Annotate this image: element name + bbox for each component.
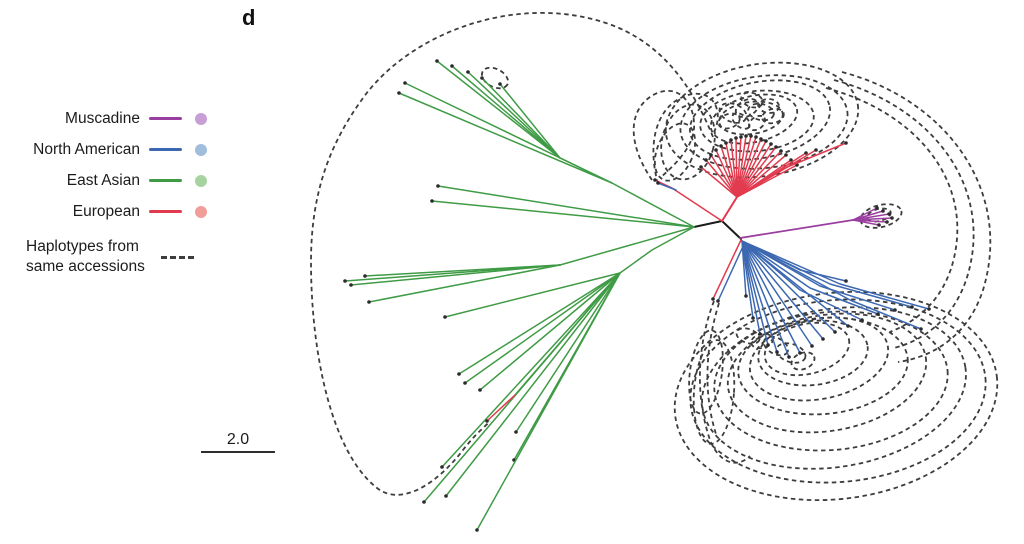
legend: Muscadine North American East Asian Euro… [14,103,207,277]
legend-item-muscadine: Muscadine [14,103,207,134]
legend-dot [195,143,207,156]
legend-item-haplotypes: Haplotypes from same accessions [14,237,207,277]
legend-item-european: European [14,196,207,227]
legend-item-east-asian: East Asian [14,165,207,196]
panel-label: d [242,5,256,30]
legend-label: North American [33,140,140,158]
legend-label: European [72,202,140,220]
legend-label-line1: Haplotypes from [26,238,139,255]
legend-dot [195,174,207,187]
legend-dot [195,112,207,125]
legend-line-swatch [149,179,182,182]
legend-label: Haplotypes from same accessions [14,237,152,277]
legend-line-swatch [149,117,182,120]
legend-label: Muscadine [65,109,140,127]
legend-dashed-line-swatch [161,255,194,259]
legend-line-swatch [149,148,182,151]
legend-label-line2: same accessions [26,258,145,276]
scale-bar: 2.0 [201,431,275,453]
scale-bar-label: 2.0 [226,431,250,448]
legend-line-swatch [149,210,182,213]
legend-dot [195,205,207,218]
legend-label: East Asian [66,171,140,189]
legend-item-north-american: North American [14,134,207,165]
scale-bar-line [201,451,275,453]
